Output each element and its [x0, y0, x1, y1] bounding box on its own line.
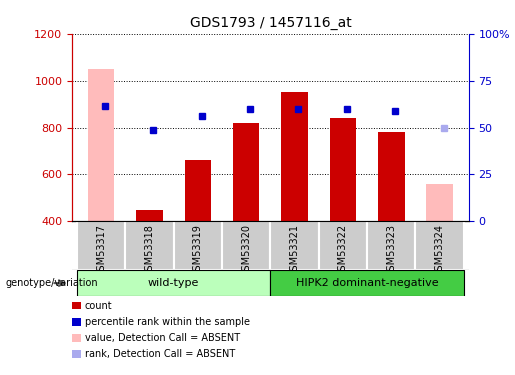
Bar: [136, 210, 163, 221]
Bar: [270, 221, 319, 270]
Text: GSM53317: GSM53317: [96, 224, 106, 277]
Bar: [416, 221, 464, 270]
Bar: [88, 69, 114, 221]
Text: wild-type: wild-type: [148, 278, 199, 288]
Text: GSM53319: GSM53319: [193, 224, 203, 277]
Bar: [77, 270, 270, 296]
Bar: [426, 184, 453, 221]
Bar: [233, 123, 260, 221]
Bar: [222, 221, 270, 270]
Bar: [367, 221, 416, 270]
Text: GSM53318: GSM53318: [145, 224, 154, 277]
Text: percentile rank within the sample: percentile rank within the sample: [85, 317, 250, 327]
Text: GSM53321: GSM53321: [289, 224, 300, 277]
Bar: [77, 221, 125, 270]
Text: GSM53320: GSM53320: [241, 224, 251, 277]
Bar: [125, 221, 174, 270]
Bar: [270, 270, 464, 296]
Title: GDS1793 / 1457116_at: GDS1793 / 1457116_at: [190, 16, 351, 30]
Bar: [174, 221, 222, 270]
Bar: [378, 132, 405, 221]
Text: HIPK2 dominant-negative: HIPK2 dominant-negative: [296, 278, 438, 288]
Text: genotype/variation: genotype/variation: [5, 278, 98, 288]
Text: GSM53322: GSM53322: [338, 224, 348, 277]
Text: rank, Detection Call = ABSENT: rank, Detection Call = ABSENT: [85, 349, 235, 359]
Text: GSM53323: GSM53323: [386, 224, 396, 277]
Text: value, Detection Call = ABSENT: value, Detection Call = ABSENT: [85, 333, 240, 343]
Bar: [281, 92, 308, 221]
Text: count: count: [85, 301, 113, 310]
Text: GSM53324: GSM53324: [435, 224, 444, 277]
Bar: [319, 221, 367, 270]
Bar: [330, 118, 356, 221]
Bar: [184, 160, 211, 221]
